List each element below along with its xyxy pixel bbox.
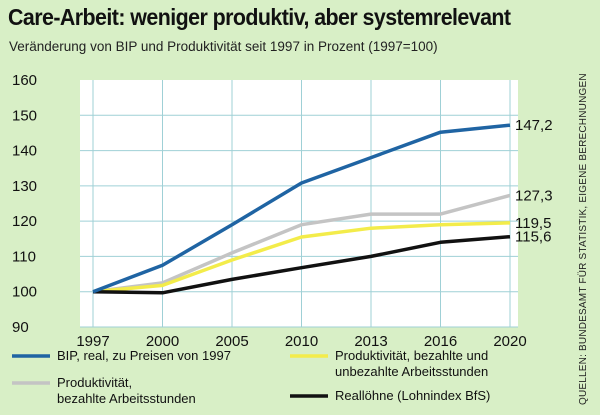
chart-subtitle: Veränderung von BIP und Produktivität se… <box>9 39 438 54</box>
series-line <box>92 221 511 294</box>
legend-label: Produktivität, bezahlte Arbeitsstunden <box>57 375 196 406</box>
plot-area <box>80 80 518 327</box>
legend-label: BIP, real, zu Preisen von 1997 <box>57 348 231 363</box>
x-tick-label: 2000 <box>146 333 179 350</box>
y-tick-label: 130 <box>12 178 37 195</box>
x-tick-label: 2016 <box>424 333 457 350</box>
y-tick-label: 120 <box>12 213 37 230</box>
y-tick-label: 160 <box>12 72 37 89</box>
y-tick-label: 90 <box>12 319 29 336</box>
legend-label: Produktivität, bezahlte und unbezahlte Ar… <box>335 348 488 379</box>
y-tick-label: 150 <box>12 107 37 124</box>
x-tick-label: 2020 <box>493 333 526 350</box>
series-line <box>92 234 511 295</box>
y-tick-label: 100 <box>12 284 37 301</box>
chart-title: Care-Arbeit: weniger produktiv, aber sys… <box>8 4 511 30</box>
series-line <box>92 123 511 294</box>
end-value-label: 127,3 <box>515 187 553 204</box>
legend-label: Reallöhne (Lohnindex BfS) <box>335 388 490 403</box>
end-value-label: 115,6 <box>515 229 551 246</box>
x-tick-label: 1997 <box>76 333 109 350</box>
end-value-label: 119,5 <box>515 215 551 232</box>
x-tick-label: 2005 <box>215 333 248 350</box>
x-tick-label: 2010 <box>285 333 318 350</box>
x-tick-label: 2013 <box>354 333 387 350</box>
y-tick-label: 140 <box>12 143 37 160</box>
series-line <box>92 193 511 294</box>
y-tick-label: 110 <box>12 248 36 265</box>
end-value-label: 147,2 <box>515 117 553 134</box>
